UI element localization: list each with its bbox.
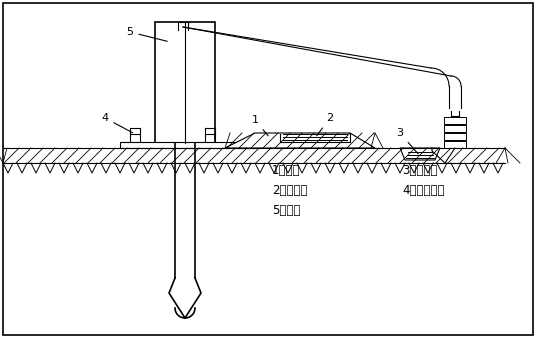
Bar (120, 142, 255, 148)
Polygon shape (225, 133, 375, 148)
Bar (444, 133, 466, 140)
Text: 4: 4 (101, 113, 132, 133)
Text: 2: 2 (317, 113, 333, 136)
Polygon shape (400, 148, 440, 160)
Text: 3、沉淠池: 3、沉淠池 (402, 164, 437, 176)
Bar (155, 22, 215, 143)
Text: 1: 1 (251, 115, 268, 136)
Text: 3: 3 (397, 128, 418, 154)
Text: 5、钒机: 5、钒机 (272, 203, 300, 217)
Text: 5: 5 (126, 27, 167, 41)
Text: 1、土台: 1、土台 (272, 164, 301, 176)
Text: 2、储浆池: 2、储浆池 (272, 184, 308, 196)
Bar (444, 117, 466, 124)
Bar (444, 125, 466, 132)
Text: 4、工作平台: 4、工作平台 (402, 184, 444, 196)
Bar (444, 141, 466, 148)
